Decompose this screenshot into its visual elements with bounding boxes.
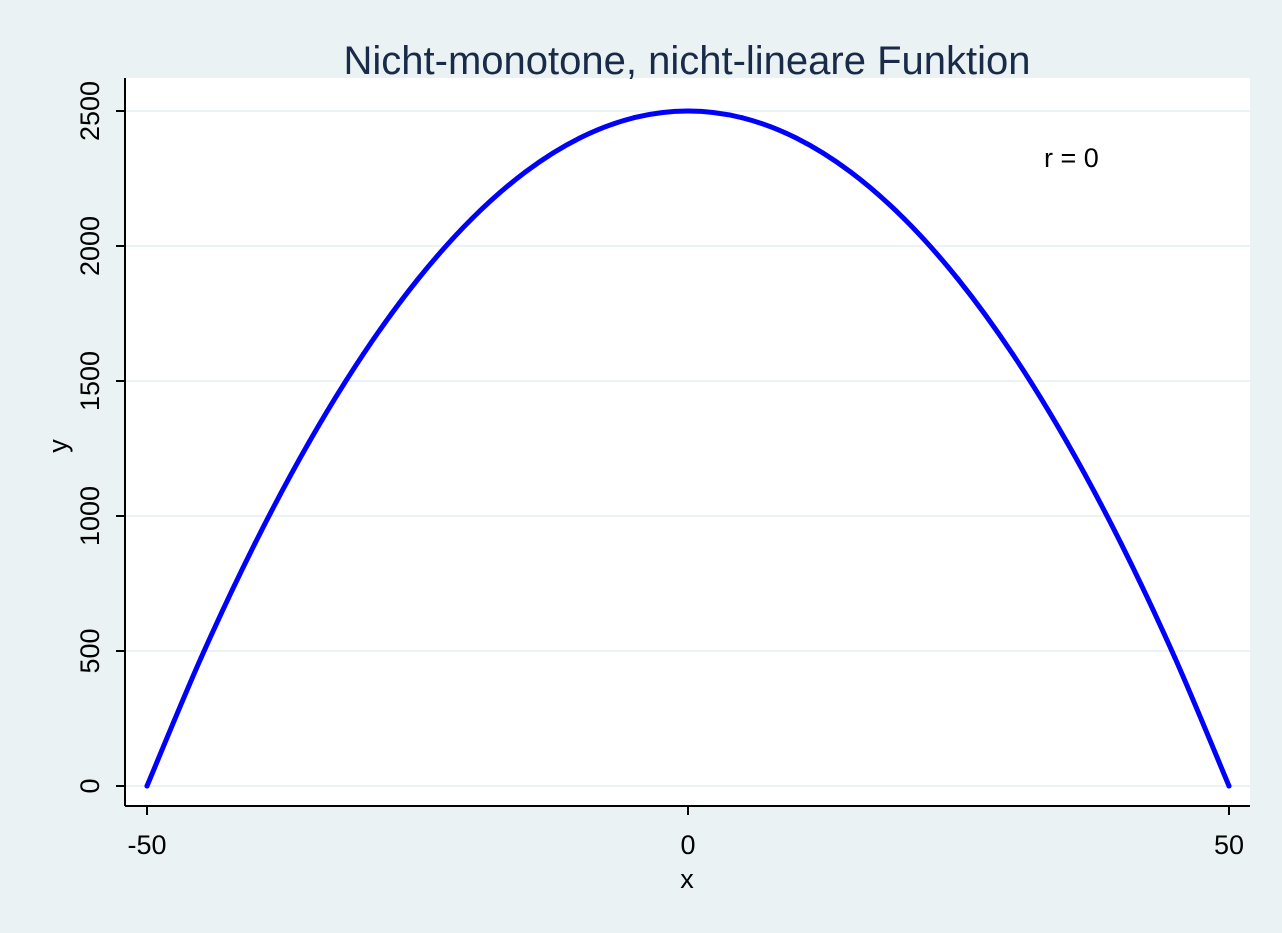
series-point <box>1010 351 1016 357</box>
series-point <box>847 169 853 175</box>
series-point <box>523 169 529 175</box>
y-tick-label: 500 <box>75 628 105 673</box>
y-tick-label: 1500 <box>75 351 105 411</box>
series-point <box>1172 655 1178 661</box>
series-point <box>198 655 204 661</box>
y-tick-label: 0 <box>75 778 105 793</box>
x-ticks: -50 0 50 <box>127 806 1244 860</box>
y-axis-label: y <box>43 439 73 453</box>
chart-title: Nicht-monotone, nicht-lineare Funktion <box>343 39 1030 83</box>
series-point <box>577 135 583 141</box>
y-tick-label: 2000 <box>75 216 105 276</box>
series-point <box>1064 439 1070 445</box>
series-point <box>144 783 150 789</box>
y-tick-label: 1000 <box>75 486 105 546</box>
y-ticks: 0 500 1000 1500 2000 2500 <box>75 81 125 794</box>
series-point <box>306 439 312 445</box>
series-point <box>956 277 961 283</box>
series-point <box>415 277 420 283</box>
y-tick-label: 2500 <box>75 81 105 141</box>
series-point <box>739 115 745 121</box>
series-point <box>901 216 907 222</box>
x-tick-label: 0 <box>680 830 695 860</box>
series-point <box>469 216 475 222</box>
series-point <box>1118 540 1124 546</box>
x-tick-label: -50 <box>127 830 166 860</box>
series-point <box>793 135 799 141</box>
plot-area <box>125 78 1250 806</box>
correlation-annotation: r = 0 <box>1044 143 1099 173</box>
x-axis-label: x <box>680 864 694 894</box>
series-point <box>252 540 258 546</box>
series-point <box>1226 783 1232 789</box>
series-point <box>631 115 637 121</box>
series-layer <box>144 108 1232 789</box>
x-tick-label: 50 <box>1214 830 1244 860</box>
series-point <box>360 351 366 357</box>
series-point <box>685 108 691 114</box>
